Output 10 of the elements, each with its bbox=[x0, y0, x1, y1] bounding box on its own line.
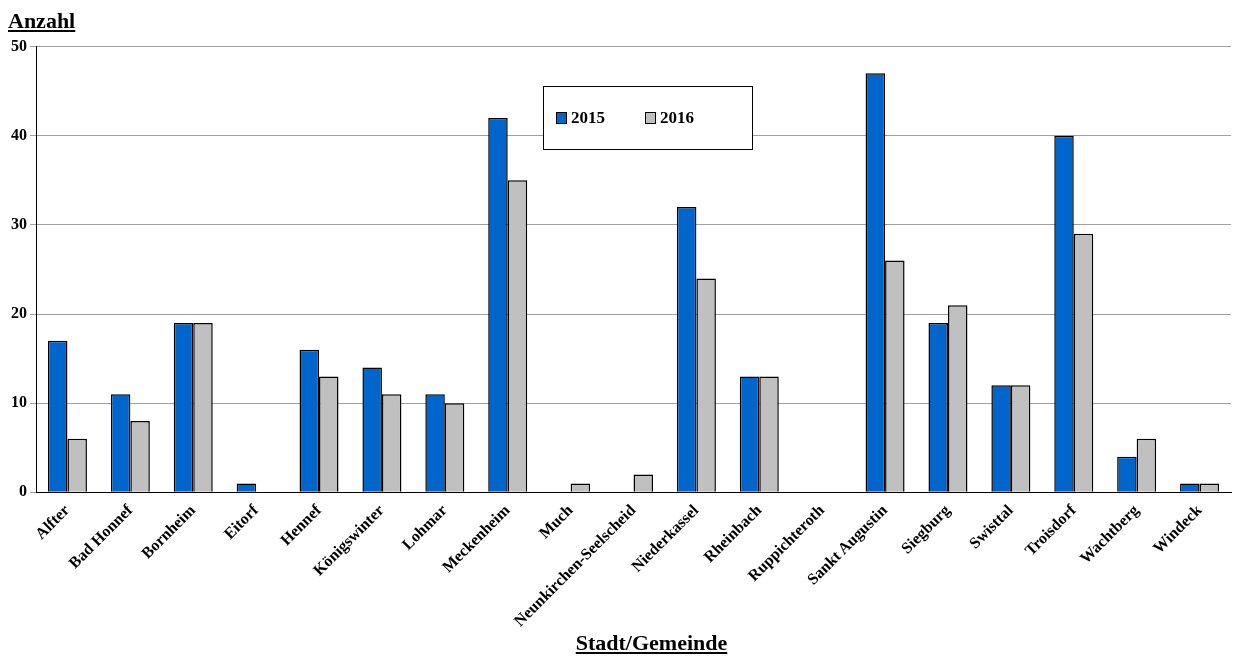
y-tick-label: 40 bbox=[11, 125, 27, 143]
y-tick-label: 50 bbox=[11, 36, 27, 54]
y-tick-label: 20 bbox=[11, 304, 27, 322]
legend-label: 2016 bbox=[660, 108, 694, 128]
y-axis-title: Anzahl bbox=[8, 8, 76, 34]
y-tick-label: 0 bbox=[19, 482, 27, 500]
legend-label: 2015 bbox=[571, 108, 605, 128]
x-axis-title: Stadt/Gemeinde bbox=[574, 630, 729, 656]
y-tick-label: 30 bbox=[11, 215, 27, 233]
y-tick-label: 10 bbox=[11, 393, 27, 411]
